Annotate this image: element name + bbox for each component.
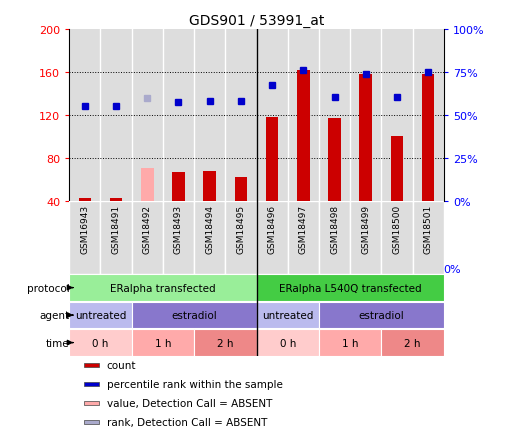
Text: estradiol: estradiol bbox=[359, 310, 404, 320]
Text: 0 h: 0 h bbox=[92, 338, 109, 348]
Bar bbox=[412, 30, 444, 201]
Text: ERalpha L540Q transfected: ERalpha L540Q transfected bbox=[279, 283, 422, 293]
Bar bbox=[288, 201, 319, 274]
Text: 0 h: 0 h bbox=[280, 338, 296, 348]
Bar bbox=[412, 201, 444, 274]
Text: estradiol: estradiol bbox=[171, 310, 217, 320]
Bar bbox=[381, 330, 444, 356]
Bar bbox=[163, 201, 194, 274]
Bar bbox=[84, 421, 98, 424]
Bar bbox=[391, 137, 403, 201]
Bar bbox=[350, 30, 381, 201]
Title: GDS901 / 53991_at: GDS901 / 53991_at bbox=[189, 14, 324, 28]
Text: percentile rank within the sample: percentile rank within the sample bbox=[107, 379, 283, 389]
Bar bbox=[110, 199, 122, 201]
Text: 1 h: 1 h bbox=[154, 338, 171, 348]
Text: GSM18491: GSM18491 bbox=[111, 205, 121, 254]
Bar bbox=[101, 201, 132, 274]
Bar bbox=[328, 119, 341, 201]
Bar bbox=[194, 30, 225, 201]
Bar bbox=[256, 330, 319, 356]
Bar bbox=[69, 275, 256, 301]
Bar bbox=[360, 75, 372, 201]
Bar bbox=[225, 201, 256, 274]
Bar bbox=[288, 30, 319, 201]
Bar bbox=[141, 169, 153, 201]
Text: value, Detection Call = ABSENT: value, Detection Call = ABSENT bbox=[107, 398, 272, 408]
Bar bbox=[101, 30, 132, 201]
Bar bbox=[163, 30, 194, 201]
Text: count: count bbox=[107, 360, 136, 370]
Text: GSM18501: GSM18501 bbox=[424, 205, 432, 254]
Text: GSM18494: GSM18494 bbox=[205, 205, 214, 253]
Bar bbox=[69, 30, 101, 201]
Bar bbox=[297, 71, 309, 201]
Text: GSM18493: GSM18493 bbox=[174, 205, 183, 254]
Bar bbox=[194, 201, 225, 274]
Text: GSM18498: GSM18498 bbox=[330, 205, 339, 254]
Text: ERalpha transfected: ERalpha transfected bbox=[110, 283, 215, 293]
Bar bbox=[381, 201, 412, 274]
Bar bbox=[132, 30, 163, 201]
Bar bbox=[256, 275, 444, 301]
Bar bbox=[266, 118, 279, 201]
Text: protocol: protocol bbox=[27, 283, 69, 293]
Text: 2 h: 2 h bbox=[217, 338, 233, 348]
Text: 0%: 0% bbox=[444, 264, 461, 274]
Bar bbox=[132, 330, 194, 356]
Bar bbox=[132, 201, 163, 274]
Bar bbox=[256, 201, 288, 274]
Bar bbox=[319, 30, 350, 201]
Bar bbox=[84, 382, 98, 386]
Bar bbox=[84, 401, 98, 405]
Bar bbox=[78, 199, 91, 201]
Bar bbox=[319, 201, 350, 274]
Bar bbox=[422, 75, 435, 201]
Text: GSM18492: GSM18492 bbox=[143, 205, 152, 253]
Text: GSM18496: GSM18496 bbox=[268, 205, 277, 254]
Text: GSM18497: GSM18497 bbox=[299, 205, 308, 254]
Bar bbox=[84, 363, 98, 367]
Bar bbox=[256, 30, 288, 201]
Text: time: time bbox=[46, 338, 69, 348]
Bar bbox=[204, 171, 216, 201]
Bar bbox=[256, 302, 319, 329]
Bar bbox=[350, 201, 381, 274]
Text: GSM18495: GSM18495 bbox=[236, 205, 245, 254]
Text: rank, Detection Call = ABSENT: rank, Detection Call = ABSENT bbox=[107, 418, 267, 427]
Bar bbox=[225, 30, 256, 201]
Bar bbox=[172, 172, 185, 201]
Text: untreated: untreated bbox=[262, 310, 313, 320]
Text: GSM16943: GSM16943 bbox=[81, 205, 89, 254]
Text: untreated: untreated bbox=[75, 310, 126, 320]
Bar bbox=[194, 330, 256, 356]
Bar bbox=[69, 302, 132, 329]
Bar bbox=[381, 30, 412, 201]
Text: 1 h: 1 h bbox=[342, 338, 359, 348]
Text: 2 h: 2 h bbox=[404, 338, 421, 348]
Bar bbox=[234, 178, 247, 201]
Bar bbox=[132, 302, 256, 329]
Bar bbox=[69, 201, 101, 274]
Bar bbox=[319, 302, 444, 329]
Text: GSM18500: GSM18500 bbox=[392, 205, 402, 254]
Text: GSM18499: GSM18499 bbox=[361, 205, 370, 254]
Bar bbox=[319, 330, 381, 356]
Bar bbox=[69, 330, 132, 356]
Text: agent: agent bbox=[39, 310, 69, 320]
